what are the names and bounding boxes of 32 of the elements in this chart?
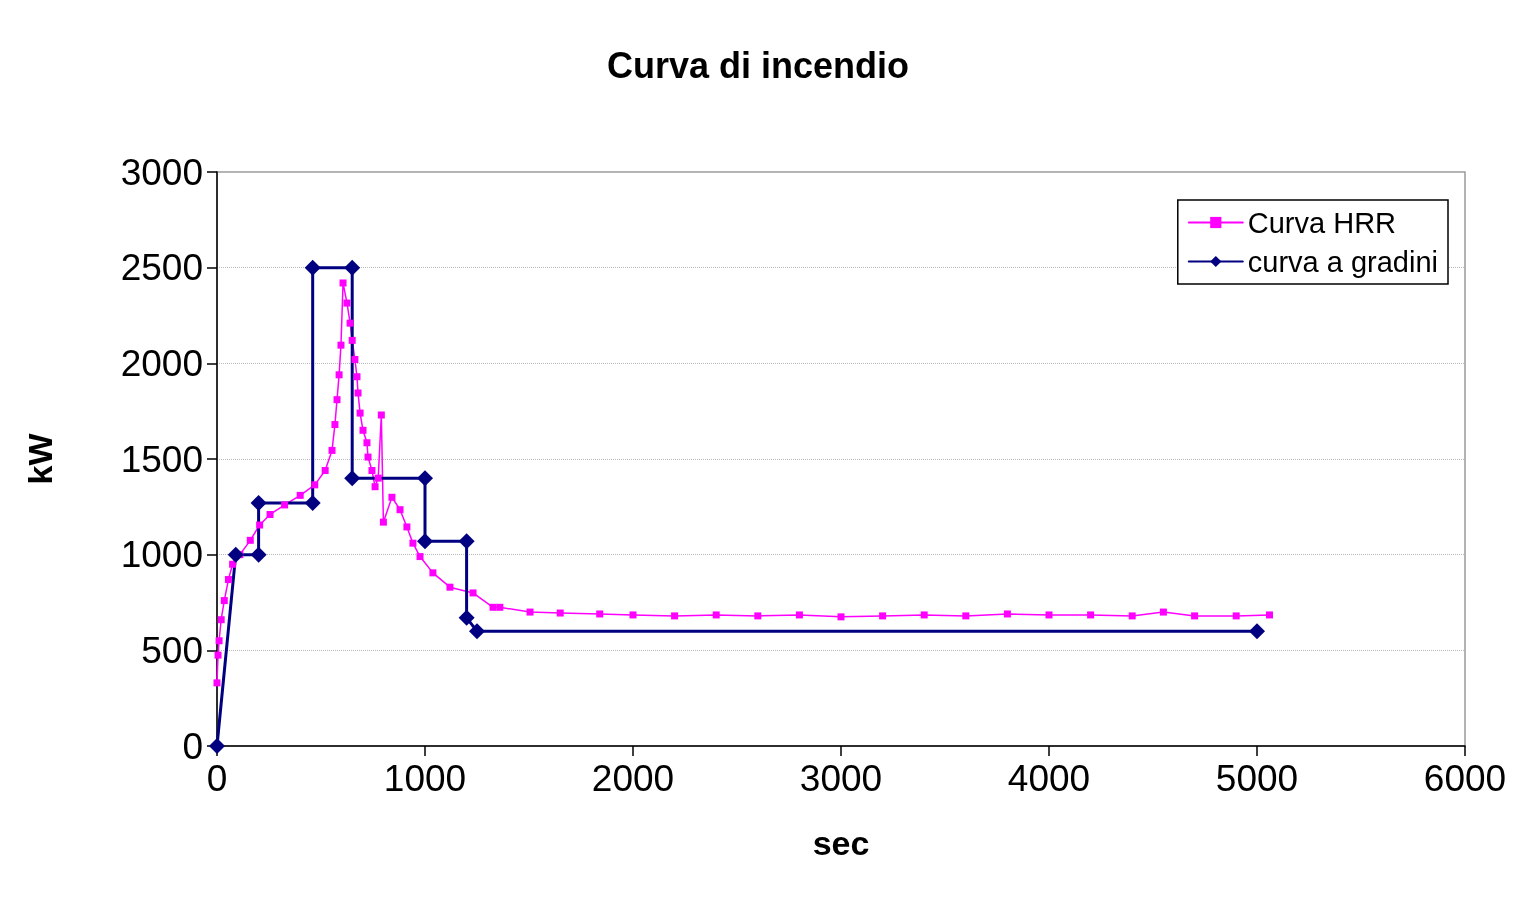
point bbox=[304, 259, 321, 276]
chart-title: Curva di incendio bbox=[606, 44, 910, 86]
point bbox=[458, 533, 475, 550]
y-tick-label: 2500 bbox=[120, 247, 203, 289]
x-tick-label: 2000 bbox=[591, 758, 675, 799]
point bbox=[417, 533, 433, 550]
point bbox=[458, 609, 475, 626]
legend-label: Curva HRR bbox=[1247, 206, 1397, 239]
point bbox=[469, 623, 485, 640]
point bbox=[1249, 623, 1265, 640]
x-axis-title: sec bbox=[812, 824, 870, 862]
point bbox=[250, 546, 267, 563]
point bbox=[417, 470, 433, 487]
y-tick-label: 500 bbox=[141, 629, 203, 671]
x-tick-label: 5000 bbox=[1215, 758, 1299, 799]
y-tick-label: 3000 bbox=[120, 151, 203, 193]
y-tick-label: 1500 bbox=[120, 438, 203, 480]
x-tick-label: 4000 bbox=[1007, 758, 1091, 799]
x-tick-label: 3000 bbox=[799, 758, 883, 799]
y-tick-label: 1000 bbox=[120, 534, 203, 576]
legend-label: curva a gradini bbox=[1247, 245, 1439, 278]
y-tick-label: 0 bbox=[182, 725, 203, 767]
y-tick-label: 2000 bbox=[120, 342, 203, 384]
point bbox=[344, 259, 361, 276]
point bbox=[344, 470, 361, 487]
point bbox=[304, 495, 321, 512]
x-tick-label: 6000 bbox=[1423, 758, 1507, 799]
point bbox=[250, 495, 267, 512]
y-axis-title: kW bbox=[21, 432, 59, 485]
x-tick-label: 0 bbox=[206, 758, 228, 799]
point bbox=[227, 546, 244, 563]
x-tick-label: 1000 bbox=[383, 758, 467, 799]
